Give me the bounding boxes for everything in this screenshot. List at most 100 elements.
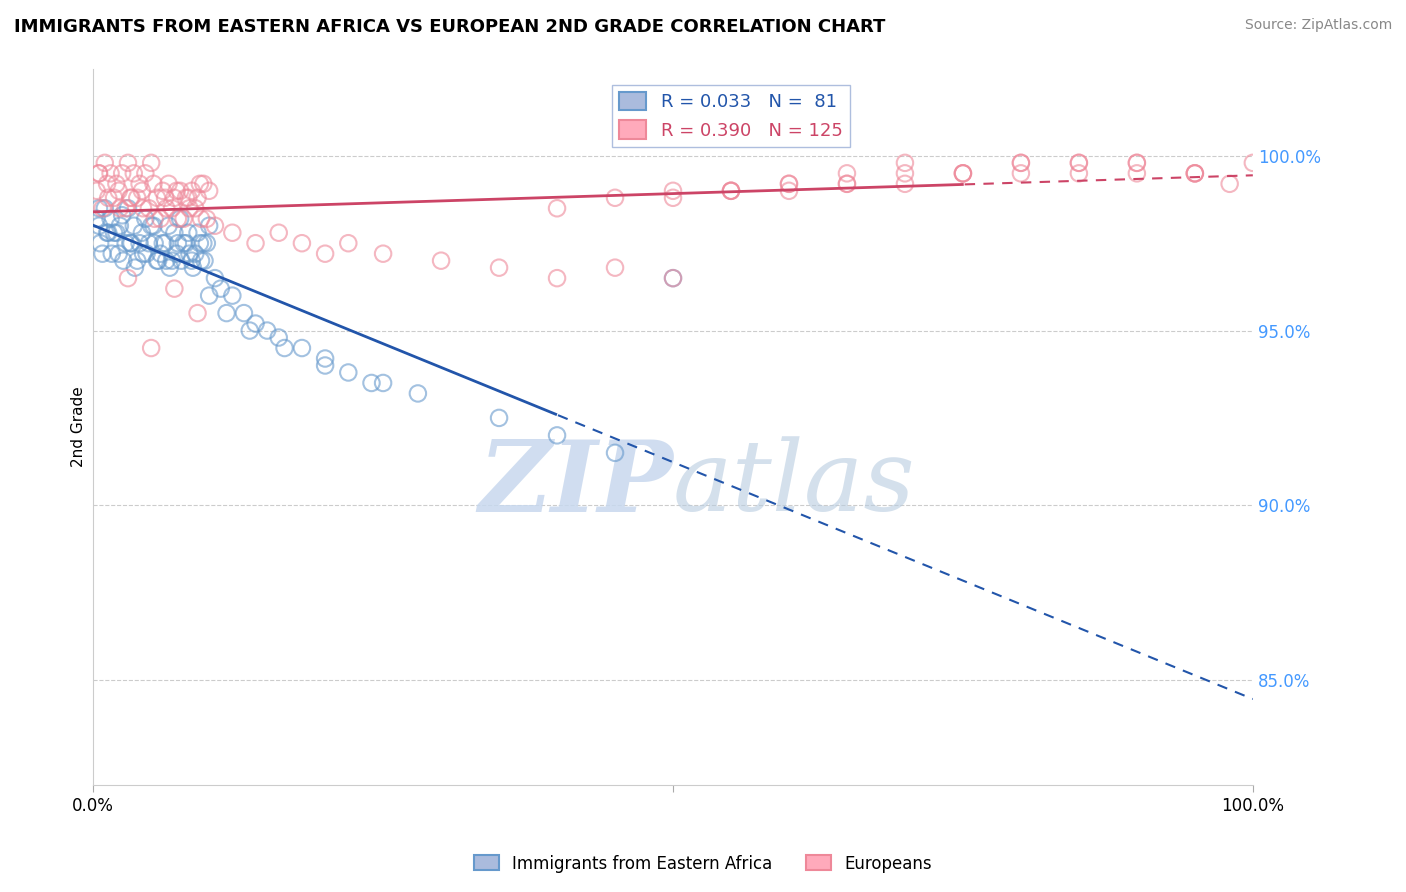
Point [778, 177, 800, 191]
Point [117, 271, 139, 285]
Point [204, 271, 226, 285]
Point [163, 282, 186, 296]
Point [146, 253, 169, 268]
Point [221, 226, 243, 240]
Point [835, 177, 858, 191]
Point [143, 211, 166, 226]
Point [291, 236, 314, 251]
Point [430, 253, 453, 268]
Point [662, 271, 685, 285]
Point [134, 166, 156, 180]
Point [314, 246, 336, 260]
Point [894, 177, 917, 191]
Point [1126, 156, 1149, 170]
Point [720, 184, 742, 198]
Point [187, 226, 209, 240]
Point [96, 226, 118, 240]
Point [245, 236, 267, 251]
Point [141, 341, 163, 355]
Point [209, 282, 232, 296]
Text: ZIP: ZIP [478, 435, 673, 533]
Point [314, 351, 336, 366]
Point [128, 177, 150, 191]
Point [91, 201, 114, 215]
Point [204, 219, 226, 233]
Point [952, 166, 974, 180]
Point [1010, 156, 1032, 170]
Legend: Immigrants from Eastern Africa, Europeans: Immigrants from Eastern Africa, European… [467, 848, 939, 880]
Point [894, 166, 917, 180]
Point [1010, 166, 1032, 180]
Point [181, 260, 204, 275]
Point [97, 226, 120, 240]
Point [170, 253, 193, 268]
Point [179, 201, 201, 215]
Point [131, 226, 153, 240]
Point [193, 177, 215, 191]
Point [87, 166, 110, 180]
Point [1010, 156, 1032, 170]
Point [177, 191, 200, 205]
Point [153, 236, 176, 251]
Point [488, 260, 510, 275]
Point [117, 156, 139, 170]
Point [128, 236, 150, 251]
Text: atlas: atlas [673, 436, 915, 532]
Point [160, 201, 183, 215]
Point [142, 219, 165, 233]
Point [120, 236, 142, 251]
Point [371, 246, 394, 260]
Point [193, 253, 215, 268]
Point [1067, 156, 1090, 170]
Point [163, 191, 186, 205]
Point [152, 184, 174, 198]
Point [107, 246, 129, 260]
Point [360, 376, 382, 390]
Point [546, 428, 568, 442]
Point [111, 208, 134, 222]
Point [193, 236, 215, 251]
Point [91, 246, 114, 260]
Point [195, 236, 218, 251]
Point [157, 219, 180, 233]
Point [603, 446, 626, 460]
Point [163, 226, 186, 240]
Point [138, 201, 160, 215]
Point [603, 191, 626, 205]
Point [159, 260, 181, 275]
Y-axis label: 2nd Grade: 2nd Grade [72, 386, 86, 467]
Point [87, 219, 110, 233]
Point [314, 359, 336, 373]
Point [187, 306, 209, 320]
Point [198, 288, 221, 302]
Point [114, 201, 136, 215]
Point [149, 211, 172, 226]
Point [174, 236, 197, 251]
Point [1241, 156, 1264, 170]
Point [337, 366, 360, 380]
Point [97, 191, 120, 205]
Point [179, 246, 201, 260]
Point [157, 177, 180, 191]
Point [195, 211, 218, 226]
Point [117, 201, 139, 215]
Point [86, 184, 108, 198]
Point [94, 201, 117, 215]
Point [173, 211, 195, 226]
Point [546, 201, 568, 215]
Point [146, 253, 169, 268]
Point [952, 166, 974, 180]
Point [1184, 166, 1206, 180]
Point [142, 177, 165, 191]
Point [100, 166, 122, 180]
Point [173, 236, 195, 251]
Point [1067, 156, 1090, 170]
Point [103, 191, 125, 205]
Point [100, 211, 122, 226]
Point [132, 201, 155, 215]
Point [94, 156, 117, 170]
Point [103, 226, 125, 240]
Point [488, 411, 510, 425]
Point [108, 219, 131, 233]
Point [180, 184, 202, 198]
